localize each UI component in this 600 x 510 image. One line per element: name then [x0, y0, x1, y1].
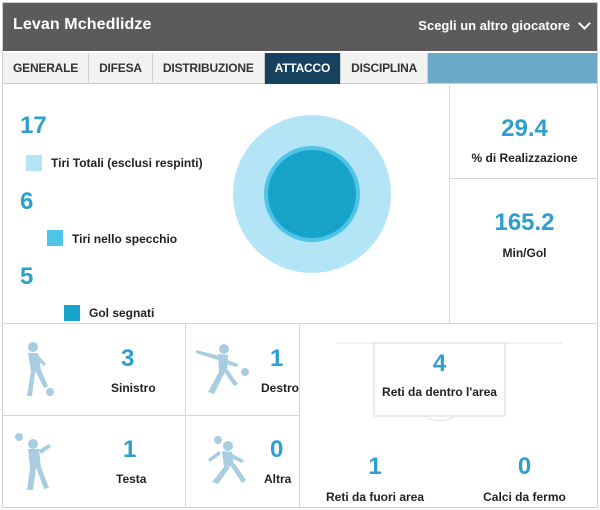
penalty-area-diagram [337, 342, 562, 422]
total-shots-value: 17 [20, 112, 47, 139]
min-per-goal-value: 165.2 [494, 209, 555, 236]
left-foot-value: 3 [121, 345, 135, 372]
tab-generale[interactable]: GENERALE [3, 53, 90, 84]
total-shots-swatch [26, 155, 42, 171]
shots-panel: 17 Tiri Totali (esclusi respinti) 6 Tiri… [3, 85, 450, 324]
conversion-label: % di Realizzazione [471, 151, 578, 165]
set-pieces-label: Calci da fermo [483, 490, 566, 504]
other-goal-icon [208, 436, 246, 484]
head-label: Testa [116, 472, 147, 486]
other-label: Altra [264, 472, 292, 486]
outside-box-label: Reti da fuori area [325, 490, 425, 504]
right-foot-panel: 1 Destro [186, 324, 300, 416]
goals-label: Gol segnati [89, 306, 155, 320]
total-shots-label: Tiri Totali (esclusi respinti) [51, 156, 203, 170]
tab-disciplina[interactable]: DISCIPLINA [341, 53, 429, 84]
on-target-label: Tiri nello specchio [72, 232, 178, 246]
header-icon [15, 433, 51, 490]
tab-strip-fill [428, 53, 597, 83]
header-bar: Levan Mchedlidze Scegli un altro giocato… [3, 3, 597, 51]
on-target-swatch [47, 230, 63, 246]
player-name: Levan Mchedlidze [13, 16, 152, 33]
goal-location-panel: 4 Reti da dentro l'area 1 Reti da fuori … [300, 324, 597, 507]
tab-distribuzione[interactable]: DISTRIBUZIONE [153, 53, 265, 84]
head-value: 1 [123, 436, 137, 463]
set-pieces-value: 0 [517, 453, 532, 480]
shots-circle-chart [233, 115, 391, 273]
inside-box-label: Reti da dentro l'area [382, 385, 497, 399]
other-panel: 0 Altra [186, 416, 300, 507]
choose-player-button[interactable]: Scegli un altro giocatore [418, 16, 591, 33]
conversion-panel: 29.4 % di Realizzazione [450, 85, 597, 179]
tab-bar: GENERALE DIFESA DISTRIBUZIONE ATTACCO DI… [3, 53, 597, 84]
choose-player-label: Scegli un altro giocatore [418, 18, 570, 33]
right-foot-value: 1 [270, 345, 284, 372]
head-panel: 1 Testa [3, 416, 186, 507]
right-foot-kick-icon [196, 344, 249, 394]
tab-difesa[interactable]: DIFESA [89, 53, 153, 84]
other-value: 0 [270, 436, 284, 463]
min-per-goal-label: Min/Gol [502, 246, 547, 260]
left-foot-panel: 3 Sinistro [3, 324, 186, 416]
left-foot-label: Sinistro [111, 381, 156, 395]
tab-attacco[interactable]: ATTACCO [264, 53, 342, 84]
right-foot-label: Destro [261, 381, 300, 395]
chevron-down-icon [578, 16, 591, 30]
conversion-value: 29.4 [501, 115, 548, 142]
on-target-value: 6 [20, 188, 34, 215]
goals-circle [268, 150, 356, 238]
inside-box-value: 4 [432, 350, 447, 377]
left-foot-kick-icon [27, 342, 54, 396]
min-per-goal-panel: 165.2 Min/Gol [450, 179, 597, 324]
goals-value: 5 [20, 263, 34, 290]
goals-swatch [64, 305, 80, 321]
outside-box-value: 1 [368, 453, 382, 480]
